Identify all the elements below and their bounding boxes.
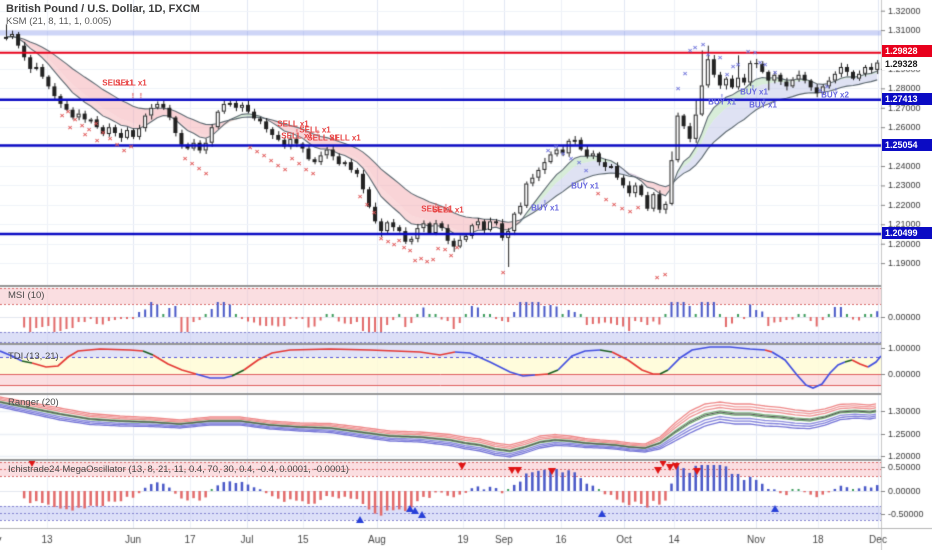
price-label-current: 1.29328: [882, 58, 932, 70]
overlay-indicator-legend[interactable]: KSM (21, 8, 11, 1, 0.005): [6, 16, 112, 27]
price-badge-alert-line: 1.29828: [882, 45, 932, 57]
chart-legend: British Pound / U.S. Dollar, 1D, FXCM KS…: [6, 3, 200, 28]
price-badge-level-3: 1.20499: [882, 227, 932, 239]
panel-title-ranger[interactable]: Ranger (20): [8, 397, 59, 408]
price-badge-level-1: 1.27413: [882, 93, 932, 105]
symbol-title[interactable]: British Pound / U.S. Dollar, 1D, FXCM: [6, 3, 200, 15]
panel-title-tdi[interactable]: TDI (13, 21): [8, 351, 59, 362]
panel-title-msi[interactable]: MSI (10): [8, 290, 45, 301]
panel-title-mega-oscillator[interactable]: Ichistrade24 MegaOscillator (13, 8, 21, …: [8, 464, 349, 475]
price-axis[interactable]: [881, 0, 932, 528]
price-badge-level-2: 1.25054: [882, 139, 932, 151]
time-axis[interactable]: [0, 528, 932, 550]
